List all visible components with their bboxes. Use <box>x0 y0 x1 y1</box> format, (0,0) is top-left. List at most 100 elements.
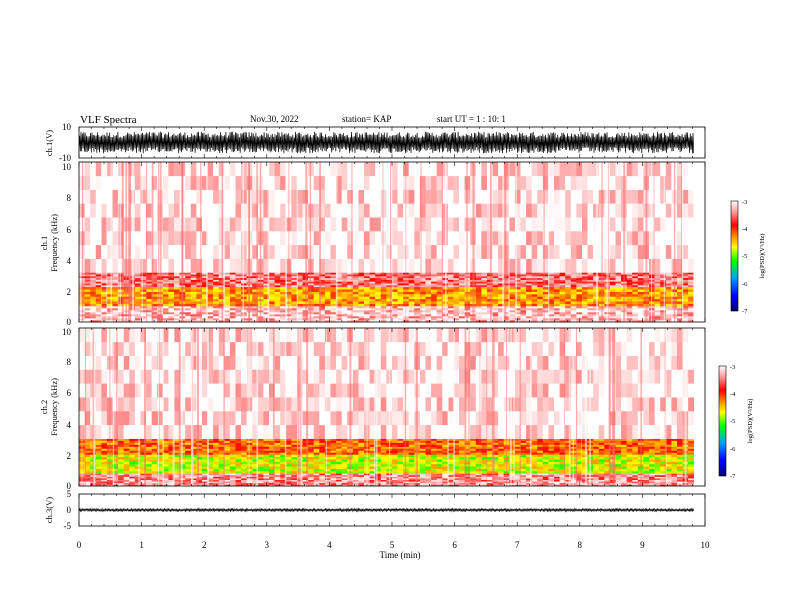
spectrogram-cell <box>324 478 331 480</box>
spectrogram-cell <box>140 203 147 218</box>
spectrogram-cell <box>84 312 91 315</box>
spectrogram-cell <box>408 484 415 487</box>
spectrogram-cell <box>632 482 639 485</box>
spectrogram-cell <box>151 294 158 297</box>
spectrogram-cell <box>185 272 192 275</box>
spectrogram-cell <box>330 484 337 487</box>
spectrogram-cell <box>537 478 544 480</box>
spectrogram-cell <box>151 482 158 485</box>
spectrogram-cell <box>537 289 544 292</box>
spectrogram-cell <box>587 274 594 277</box>
spectrogram-cell <box>84 461 91 465</box>
spectrogram-cell <box>520 316 527 319</box>
spectrogram-cell <box>643 481 650 484</box>
spectrogram-cell <box>386 318 393 321</box>
spectrogram-cell <box>84 481 91 484</box>
spectrogram-cell <box>269 318 275 321</box>
spectrogram-cell <box>330 320 337 323</box>
spectrogram-cell <box>252 296 259 300</box>
spectrogram-cell <box>140 478 147 480</box>
spectrogram-cell <box>531 296 538 300</box>
spectrogram-cell <box>621 484 627 487</box>
spectrogram-cell <box>347 272 354 275</box>
spectrogram-cell <box>235 473 242 476</box>
spectrogram-cell <box>554 203 560 218</box>
spectrogram-cell <box>676 162 683 177</box>
spectrogram-cell <box>95 484 102 487</box>
spectrogram-cell <box>146 481 152 484</box>
spectrogram-cell <box>123 461 130 465</box>
spectrogram-cell <box>90 286 97 290</box>
spectrogram-cell <box>581 314 588 317</box>
spectrogram-cell <box>174 320 180 323</box>
spectrogram-cell <box>475 318 482 321</box>
spectrogram-cell <box>503 276 510 279</box>
spectrogram-cell <box>185 484 192 487</box>
spectrogram-cell <box>386 189 393 204</box>
spectrogram-cell <box>174 481 180 484</box>
spectrogram-cell <box>213 306 220 309</box>
spectrogram-cell <box>537 298 544 302</box>
spectrogram-cell <box>168 279 175 282</box>
spectrogram-cell <box>425 463 432 467</box>
spectrogram-cell <box>308 479 315 482</box>
spectrogram-cell <box>626 303 633 307</box>
spectrogram-cell <box>481 484 488 487</box>
spectrogram-cell <box>112 274 119 277</box>
spectrogram-cell <box>531 294 538 297</box>
spectrogram-cell <box>352 310 359 313</box>
spectrogram-cell <box>196 276 203 279</box>
spectrogram-cell <box>503 294 510 297</box>
spectrogram-cell <box>274 162 281 177</box>
spectrogram-cell <box>319 306 326 309</box>
spectrogram-cell <box>296 244 303 259</box>
spectrogram-cell <box>632 468 639 472</box>
spectrogram-cell <box>492 231 499 246</box>
spectrogram-cell <box>269 272 275 275</box>
spectrogram-cell <box>252 476 259 479</box>
spectrogram-cell <box>470 481 477 484</box>
spectrogram-cell <box>615 470 622 474</box>
spectrogram-cell <box>425 175 432 190</box>
spectrogram-cell <box>408 286 415 290</box>
spectrogram-cell <box>341 481 348 484</box>
spectrogram-cell <box>185 274 192 277</box>
spectrogram-cell <box>531 276 538 279</box>
spectrogram-cell <box>576 308 583 311</box>
spectrogram-cell <box>520 310 527 313</box>
spectrogram-cell <box>408 481 415 484</box>
spectrogram-cell <box>364 306 370 309</box>
spectrogram-cell <box>587 258 594 273</box>
spectrogram-cell <box>157 468 164 472</box>
spectrogram-cell <box>134 479 141 482</box>
spectrogram-cell <box>520 189 527 204</box>
spectrogram-cell <box>201 279 208 282</box>
spectrogram-cell <box>296 314 303 317</box>
spectrogram-cell <box>688 217 695 232</box>
spectrogram-cell <box>263 217 270 232</box>
spectrogram-cell <box>84 162 91 177</box>
spectrogram-cell <box>431 312 437 315</box>
spectrogram-cell <box>397 296 404 300</box>
spectrogram-cell <box>559 476 566 479</box>
spectrogram-streak <box>181 162 184 322</box>
spectrogram-cell <box>95 476 102 479</box>
spectrogram-cell <box>157 478 164 480</box>
spectrogram-cell <box>235 291 242 295</box>
ch1-spec-ytick-8: 8 <box>67 193 72 203</box>
spectrogram-cell <box>229 274 236 277</box>
spectrogram-cell <box>514 476 521 479</box>
spectrogram-cell <box>341 279 348 282</box>
date-label: Nov.30, 2022 <box>250 114 299 124</box>
spectrogram-cell <box>604 479 611 482</box>
spectrogram-cell <box>352 318 359 321</box>
spectrogram-cell <box>280 482 287 485</box>
spectrogram-cell <box>341 217 348 232</box>
spectrogram-cell <box>375 294 382 297</box>
spectrogram-cell <box>665 466 672 469</box>
spectrogram-cell <box>447 189 454 204</box>
spectrogram-cell <box>397 312 404 315</box>
spectrogram-cell <box>442 308 449 311</box>
spectrogram-cell <box>459 310 465 313</box>
spectrogram-cell <box>542 291 549 295</box>
